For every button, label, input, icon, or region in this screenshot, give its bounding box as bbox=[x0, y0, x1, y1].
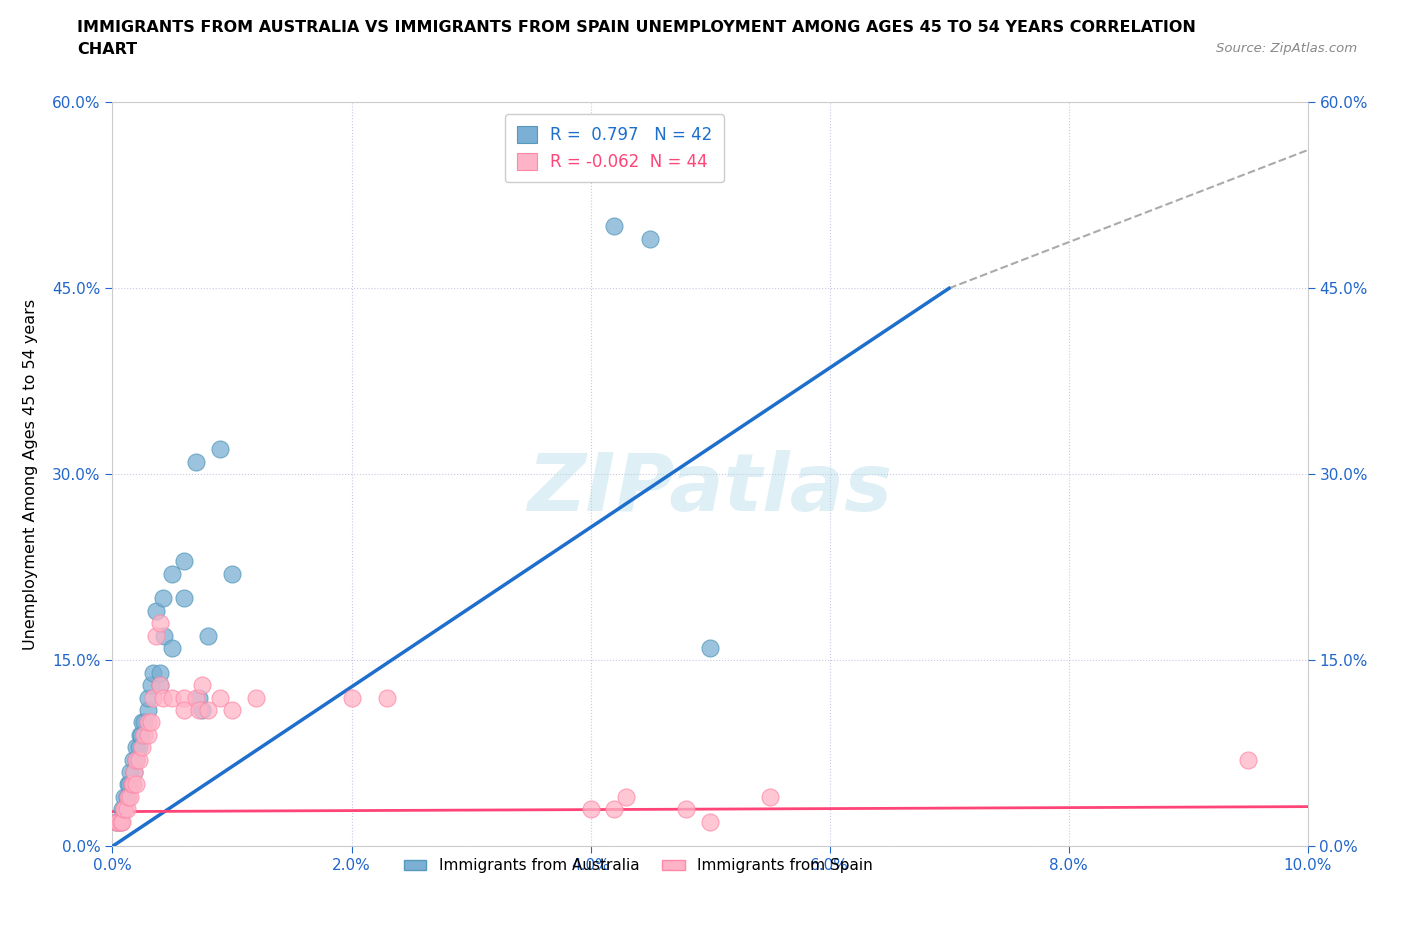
Point bbox=[191, 702, 214, 717]
Point bbox=[142, 690, 165, 705]
Point bbox=[125, 777, 148, 791]
Point bbox=[640, 232, 662, 246]
Point bbox=[132, 715, 155, 730]
Point bbox=[125, 739, 148, 754]
Point bbox=[759, 790, 782, 804]
Point bbox=[105, 814, 128, 829]
Point bbox=[221, 566, 243, 581]
Point bbox=[138, 690, 160, 705]
Point bbox=[162, 641, 183, 656]
Point bbox=[149, 678, 172, 693]
Point bbox=[132, 727, 155, 742]
Point bbox=[186, 455, 208, 470]
Point bbox=[138, 702, 160, 717]
Text: CHART: CHART bbox=[77, 42, 138, 57]
Point bbox=[173, 702, 195, 717]
Point bbox=[149, 616, 172, 631]
Point bbox=[209, 442, 232, 457]
Point bbox=[117, 790, 139, 804]
Point bbox=[699, 814, 721, 829]
Point bbox=[675, 802, 697, 817]
Point bbox=[122, 764, 145, 779]
Point bbox=[120, 764, 142, 779]
Point bbox=[121, 777, 143, 791]
Point bbox=[191, 678, 214, 693]
Text: ZIPatlas: ZIPatlas bbox=[527, 450, 893, 528]
Point bbox=[129, 727, 152, 742]
Point bbox=[110, 814, 132, 829]
Point bbox=[186, 690, 208, 705]
Point bbox=[118, 777, 141, 791]
Point bbox=[114, 802, 135, 817]
Point bbox=[245, 690, 267, 705]
Point bbox=[616, 790, 638, 804]
Point bbox=[152, 591, 174, 605]
Point bbox=[162, 566, 183, 581]
Point bbox=[114, 802, 135, 817]
Point bbox=[153, 628, 176, 643]
Point bbox=[131, 739, 153, 754]
Point bbox=[145, 628, 167, 643]
Point bbox=[114, 802, 135, 817]
Point bbox=[122, 764, 145, 779]
Text: IMMIGRANTS FROM AUSTRALIA VS IMMIGRANTS FROM SPAIN UNEMPLOYMENT AMONG AGES 45 TO: IMMIGRANTS FROM AUSTRALIA VS IMMIGRANTS … bbox=[77, 20, 1197, 35]
Point bbox=[138, 715, 160, 730]
Point bbox=[197, 702, 219, 717]
Point bbox=[149, 665, 172, 680]
Point bbox=[128, 739, 150, 754]
Point bbox=[111, 802, 134, 817]
Point bbox=[129, 727, 152, 742]
Point bbox=[115, 802, 138, 817]
Point bbox=[173, 553, 195, 568]
Point bbox=[139, 678, 162, 693]
Point bbox=[115, 790, 138, 804]
Point bbox=[121, 777, 143, 791]
Point bbox=[221, 702, 243, 717]
Point bbox=[121, 777, 143, 791]
Point bbox=[120, 790, 142, 804]
Point bbox=[121, 752, 143, 767]
Point bbox=[107, 814, 129, 829]
Point bbox=[110, 814, 132, 829]
Point bbox=[173, 690, 195, 705]
Point bbox=[1237, 752, 1260, 767]
Point bbox=[131, 715, 153, 730]
Point bbox=[209, 690, 232, 705]
Y-axis label: Unemployment Among Ages 45 to 54 years: Unemployment Among Ages 45 to 54 years bbox=[24, 299, 38, 650]
Point bbox=[142, 665, 165, 680]
Point bbox=[603, 219, 626, 233]
Point bbox=[105, 814, 128, 829]
Point bbox=[603, 802, 626, 817]
Point bbox=[149, 678, 172, 693]
Point bbox=[187, 702, 209, 717]
Point bbox=[125, 752, 148, 767]
Point bbox=[197, 628, 219, 643]
Point bbox=[145, 604, 167, 618]
Point bbox=[173, 591, 195, 605]
Point bbox=[117, 777, 139, 791]
Point bbox=[699, 641, 721, 656]
Point bbox=[579, 802, 602, 817]
Point bbox=[138, 727, 160, 742]
Point bbox=[187, 690, 209, 705]
Point bbox=[111, 814, 134, 829]
Point bbox=[377, 690, 399, 705]
Point bbox=[162, 690, 183, 705]
Point bbox=[107, 814, 129, 829]
Legend: Immigrants from Australia, Immigrants from Spain: Immigrants from Australia, Immigrants fr… bbox=[398, 853, 879, 880]
Text: Source: ZipAtlas.com: Source: ZipAtlas.com bbox=[1216, 42, 1357, 55]
Point bbox=[128, 752, 150, 767]
Point bbox=[114, 790, 135, 804]
Point bbox=[152, 690, 174, 705]
Point bbox=[125, 752, 148, 767]
Point bbox=[139, 715, 162, 730]
Point bbox=[340, 690, 363, 705]
